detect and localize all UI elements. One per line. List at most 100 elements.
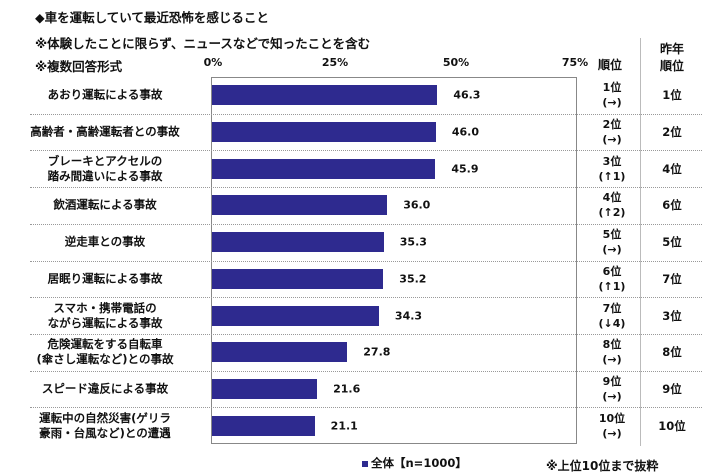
- category-label-line: 高齢者・高齢運転者との事故: [30, 124, 180, 139]
- row-divider: [30, 297, 702, 299]
- row-divider: [30, 223, 702, 225]
- category-label-line: ながら運転による事故: [47, 315, 163, 330]
- category-label-line: スマホ・携帯電話の: [53, 300, 157, 315]
- row-divider: [30, 333, 702, 335]
- category-label: 居眠り運転による事故: [5, 271, 205, 286]
- category-label-line: 逆走車との事故: [64, 234, 146, 249]
- rank-change: (→): [602, 96, 622, 110]
- rank: 6位: [602, 264, 622, 278]
- rank-change: (→): [602, 133, 622, 147]
- prev-rank: 5位: [662, 235, 682, 250]
- category-label-line: スピード違反による事故: [41, 381, 169, 396]
- bar: [212, 415, 315, 436]
- column-divider: [640, 38, 641, 446]
- x-tick: 25%: [321, 56, 349, 69]
- category-label-line: 危険運転をする自転車: [47, 337, 163, 352]
- row-divider: [30, 370, 702, 372]
- category-label: あおり運転による事故: [5, 88, 205, 103]
- bar: [212, 305, 379, 326]
- bar: [212, 158, 436, 179]
- value-label: 34.3: [394, 309, 423, 323]
- category-label-line: 飲酒運転による事故: [53, 197, 157, 212]
- row-divider: [30, 187, 702, 189]
- value-label: 21.1: [330, 419, 358, 433]
- rank-cell: 5位 (→): [587, 227, 637, 257]
- prev-rank-header-2: 順位: [660, 59, 685, 73]
- rank-cell: 1位 (→): [587, 80, 637, 110]
- rank: 8位: [602, 338, 622, 352]
- prev-rank: 1位: [662, 88, 682, 103]
- category-label: 運転中の自然災害(ゲリラ 豪雨・台風など)との遭遇: [5, 411, 205, 441]
- category-label-line: 踏み間違いによる事故: [47, 168, 163, 183]
- prev-rank-header-1: 昨年: [660, 42, 685, 56]
- row-divider: [30, 260, 702, 262]
- rank-cell: 4位 (↑2): [587, 190, 637, 220]
- rank: 4位: [602, 191, 622, 205]
- rank-change: (→): [602, 426, 622, 440]
- value-label: 46.0: [451, 125, 479, 139]
- value-label: 35.3: [399, 235, 427, 249]
- rank-cell: 7位 (↓4): [587, 301, 637, 331]
- bar: [212, 342, 348, 363]
- category-label-line: 運転中の自然災害(ゲリラ: [39, 410, 171, 425]
- category-label: スマホ・携帯電話の ながら運転による事故: [5, 301, 205, 331]
- legend-swatch: [362, 460, 368, 467]
- footnote: ※上位10位まで抜粋: [546, 459, 659, 473]
- rank-cell: 6位 (↑1): [587, 264, 637, 294]
- rank-cell: 9位 (→): [587, 374, 637, 404]
- rank-cell: 10位 (→): [587, 411, 637, 441]
- rank-cell: 8位 (→): [587, 337, 637, 367]
- note-2: ※複数回答形式: [35, 59, 123, 74]
- prev-rank: 8位: [662, 345, 682, 360]
- rank-change: (↑1): [598, 279, 626, 293]
- bar: [212, 195, 388, 216]
- rank: 7位: [602, 301, 622, 315]
- rank: 3位: [602, 154, 622, 168]
- category-label: 飲酒運転による事故: [5, 198, 205, 213]
- rank: 2位: [602, 118, 622, 132]
- category-label: 高齢者・高齢運転者との事故: [5, 125, 205, 140]
- value-label: 45.9: [451, 162, 479, 176]
- rank: 1位: [602, 81, 622, 95]
- value-label: 46.3: [453, 88, 481, 102]
- prev-rank: 2位: [662, 125, 682, 140]
- x-tick: 75%: [561, 56, 589, 69]
- rank-cell: 3位 (↑1): [587, 154, 637, 184]
- category-label: 逆走車との事故: [5, 235, 205, 250]
- category-label: 危険運転をする自転車 (傘さし運転など)との事故: [5, 337, 205, 367]
- prev-rank: 7位: [662, 271, 682, 286]
- bar: [212, 85, 438, 106]
- prev-rank: 4位: [662, 161, 682, 176]
- bar: [212, 122, 436, 143]
- value-label: 27.8: [363, 345, 391, 359]
- note-1: ※体験したことに限らず、ニュースなどで知ったことを含む: [35, 36, 371, 51]
- category-label: ブレーキとアクセルの 踏み間違いによる事故: [5, 154, 205, 184]
- prev-rank: 10位: [658, 418, 686, 433]
- rank-cell: 2位 (→): [587, 117, 637, 147]
- legend-label: 全体【n=1000】: [371, 456, 467, 470]
- category-label-line: (傘さし運転など)との事故: [36, 352, 174, 367]
- row-divider: [30, 150, 702, 152]
- value-label: 35.2: [399, 272, 427, 286]
- rank-change: (→): [602, 389, 622, 403]
- category-label-line: ブレーキとアクセルの: [47, 153, 163, 168]
- category-label-line: 居眠り運転による事故: [47, 271, 163, 286]
- row-divider: [30, 113, 702, 115]
- prev-rank: 3位: [662, 308, 682, 323]
- prev-rank: 6位: [662, 198, 682, 213]
- category-label-line: あおり運転による事故: [47, 87, 163, 102]
- x-tick: 50%: [442, 56, 470, 69]
- rank-change: (↓4): [598, 316, 626, 330]
- prev-rank: 9位: [662, 381, 682, 396]
- value-label: 21.6: [333, 382, 361, 396]
- bar: [212, 232, 384, 253]
- rank-change: (↑2): [598, 206, 626, 220]
- rank-change: (↑1): [598, 169, 626, 183]
- bar: [212, 378, 318, 399]
- category-label-line: 豪雨・台風など)との遭遇: [39, 425, 171, 440]
- bar: [212, 268, 384, 289]
- value-label: 36.0: [403, 198, 431, 212]
- row-divider: [30, 407, 702, 409]
- category-label: スピード違反による事故: [5, 381, 205, 396]
